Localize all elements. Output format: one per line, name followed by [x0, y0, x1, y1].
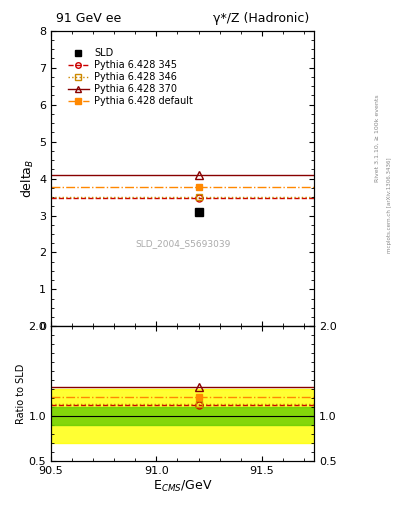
Y-axis label: Ratio to SLD: Ratio to SLD — [16, 364, 26, 424]
X-axis label: E$_{CMS}$/GeV: E$_{CMS}$/GeV — [153, 478, 213, 494]
Text: SLD_2004_S5693039: SLD_2004_S5693039 — [135, 239, 230, 248]
Y-axis label: delta$_B$: delta$_B$ — [20, 159, 36, 198]
Text: γ*/Z (Hadronic): γ*/Z (Hadronic) — [213, 12, 309, 25]
Bar — [51, 389, 314, 443]
Bar — [51, 407, 314, 425]
Legend: SLD, Pythia 6.428 345, Pythia 6.428 346, Pythia 6.428 370, Pythia 6.428 default: SLD, Pythia 6.428 345, Pythia 6.428 346,… — [64, 45, 197, 110]
Text: mcplots.cern.ch [arXiv:1306.3436]: mcplots.cern.ch [arXiv:1306.3436] — [387, 157, 391, 252]
Text: 91 GeV ee: 91 GeV ee — [56, 12, 121, 25]
Text: Rivet 3.1.10, ≥ 100k events: Rivet 3.1.10, ≥ 100k events — [375, 94, 380, 182]
